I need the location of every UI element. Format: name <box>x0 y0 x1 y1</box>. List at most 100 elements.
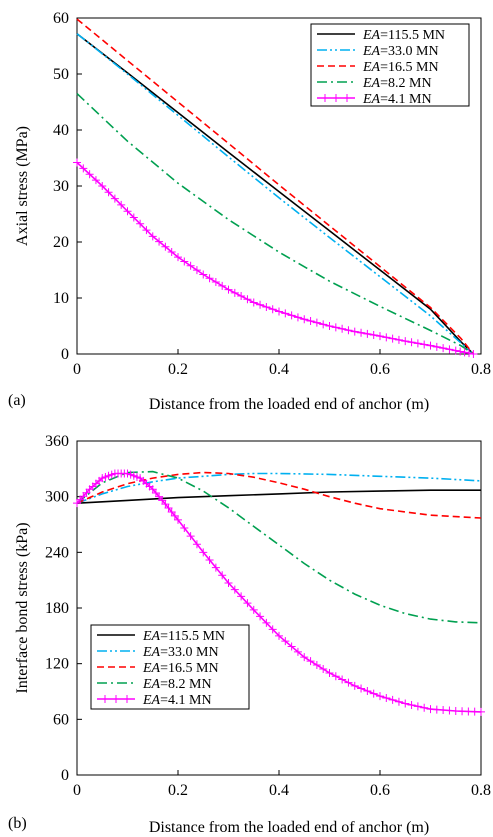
series-marker-4 <box>79 164 88 173</box>
series-marker-4 <box>312 318 321 327</box>
series-marker-4 <box>218 571 227 580</box>
series-marker-4 <box>287 642 296 651</box>
series-marker-4 <box>300 315 309 324</box>
series-marker-4 <box>256 300 265 309</box>
series-marker-4 <box>287 311 296 320</box>
series-marker-4 <box>357 684 366 693</box>
series-marker-4 <box>110 194 119 203</box>
series-marker-4 <box>363 329 372 338</box>
y-tick-label: 240 <box>45 544 69 561</box>
series-marker-4 <box>460 348 469 357</box>
series-marker-4 <box>420 340 429 349</box>
series-marker-4 <box>224 578 233 587</box>
x-tick-label: 0 <box>73 782 81 799</box>
legend-label-1: EA=33.0 MN <box>362 44 439 59</box>
panel-label: (a) <box>8 392 26 409</box>
legend-label-3: EA=8.2 MN <box>142 677 212 692</box>
y-tick-label: 50 <box>53 66 69 83</box>
series-marker-4 <box>382 333 391 342</box>
series-marker-4 <box>445 345 454 354</box>
y-tick-label: 300 <box>45 489 69 506</box>
series-marker-4 <box>243 599 252 608</box>
legend-label-4: EA=4.1 MN <box>142 693 212 708</box>
y-tick-label: 0 <box>61 767 69 784</box>
series-marker-4 <box>268 305 277 314</box>
series-line-1 <box>76 33 474 355</box>
series-line-0 <box>76 489 481 504</box>
series-marker-4 <box>357 328 366 337</box>
series-marker-4 <box>268 625 277 634</box>
series-marker-4 <box>331 323 340 332</box>
series-marker-4 <box>91 176 100 185</box>
legend-box <box>90 624 250 710</box>
y-axis-label: Interface bond stress (kPa) <box>14 522 31 693</box>
series-marker-4 <box>394 335 403 344</box>
x-tick-label: 0.2 <box>168 361 188 378</box>
series-marker-4 <box>376 692 384 701</box>
series-marker-4 <box>331 672 340 681</box>
series-marker-4 <box>350 681 359 690</box>
series-marker-4 <box>161 242 170 251</box>
series-marker-4 <box>300 653 309 662</box>
series-line-3 <box>76 93 474 355</box>
series-marker-4 <box>344 678 353 687</box>
series-marker-4 <box>180 257 189 266</box>
legend-marker <box>332 94 340 102</box>
series-marker-4 <box>350 327 359 336</box>
series-marker-4 <box>477 707 485 716</box>
legend-label-2: EA=16.5 MN <box>362 60 439 75</box>
series-marker-4 <box>275 631 283 640</box>
series-marker-4 <box>306 316 315 325</box>
series-marker-4 <box>426 341 435 350</box>
x-tick-label: 0.8 <box>471 782 491 799</box>
series-marker-4 <box>205 274 214 283</box>
series-marker-4 <box>275 307 283 316</box>
legend-marker <box>101 695 109 703</box>
y-tick-label: 60 <box>53 711 69 728</box>
series-marker-4 <box>306 657 315 666</box>
chart-panel-a: 0 0.2 0.4 0.6 0.8 0 10 20 30 40 50 60 Distance from … <box>8 10 491 413</box>
series-marker-4 <box>237 292 246 301</box>
series-marker-4 <box>174 253 182 262</box>
series-line-4 <box>76 161 474 355</box>
series-marker-4 <box>401 337 410 346</box>
series-marker-4 <box>256 612 265 621</box>
legend-marker <box>343 94 351 102</box>
chart-panel-b: 0 0.2 0.4 0.6 0.8 0 60 120 180 240 300 360 Distance … <box>8 433 491 836</box>
series-marker-4 <box>319 665 328 674</box>
series-marker-4 <box>312 661 321 670</box>
series-marker-4 <box>369 689 378 698</box>
series-marker-4 <box>199 548 208 557</box>
y-tick-label: 60 <box>53 10 69 27</box>
series-marker-4 <box>224 285 233 294</box>
y-tick-label: 180 <box>45 600 69 617</box>
legend-marker <box>112 695 120 703</box>
series-marker-4 <box>186 261 195 270</box>
series-marker-4 <box>129 213 138 222</box>
x-tick-label: 0 <box>73 361 81 378</box>
series-marker-4 <box>117 200 126 209</box>
y-tick-label: 0 <box>61 346 69 363</box>
series-marker-4 <box>192 266 201 275</box>
y-tick-label: 10 <box>53 290 69 307</box>
series-marker-4 <box>432 342 441 351</box>
y-tick-label: 30 <box>53 178 69 195</box>
series-marker-4 <box>249 605 258 614</box>
series-marker-4 <box>413 702 422 711</box>
legend-label-0: EA=115.5 MN <box>142 629 225 644</box>
series-marker-4 <box>293 313 302 322</box>
x-tick-label: 0.8 <box>471 361 491 378</box>
series-marker-4 <box>155 237 164 246</box>
y-tick-label: 20 <box>53 234 69 251</box>
series-marker-4 <box>413 339 422 348</box>
legend-marker <box>321 94 329 102</box>
series-marker-4 <box>230 288 239 297</box>
series-marker-4 <box>199 270 208 279</box>
series-marker-4 <box>388 695 397 704</box>
series-marker-4 <box>325 668 334 677</box>
series-marker-4 <box>167 247 176 256</box>
series-marker-4 <box>420 703 429 712</box>
y-axis-label: Axial stress (MPa) <box>14 126 31 246</box>
y-tick-label: 40 <box>53 122 69 139</box>
series-marker-4 <box>338 324 347 333</box>
